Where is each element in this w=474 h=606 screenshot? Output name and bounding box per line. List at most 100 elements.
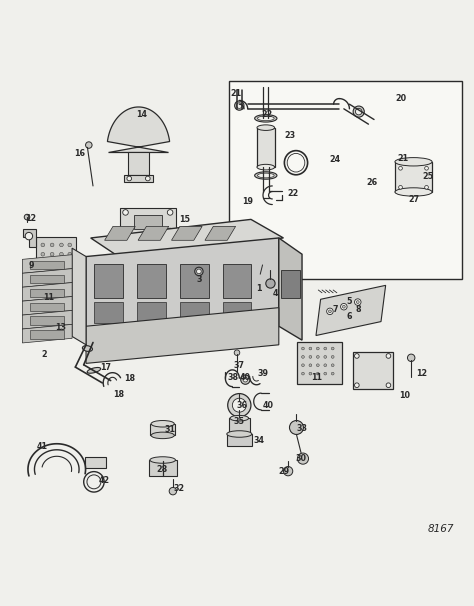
- Circle shape: [342, 305, 345, 308]
- Text: 38: 38: [228, 373, 239, 382]
- Bar: [150, 424, 175, 435]
- Bar: [180, 302, 209, 323]
- Circle shape: [386, 383, 391, 388]
- Text: 28: 28: [156, 465, 167, 474]
- Text: 5: 5: [346, 297, 352, 305]
- Circle shape: [355, 354, 359, 358]
- Polygon shape: [91, 219, 283, 256]
- Bar: [30, 330, 64, 339]
- Bar: [30, 261, 64, 269]
- Bar: [180, 264, 209, 298]
- Polygon shape: [138, 227, 169, 241]
- Polygon shape: [172, 227, 202, 241]
- Circle shape: [41, 243, 45, 247]
- Text: 1: 1: [256, 284, 262, 293]
- Circle shape: [386, 354, 391, 358]
- Ellipse shape: [151, 421, 174, 427]
- Text: 4: 4: [273, 289, 278, 298]
- Circle shape: [41, 262, 45, 265]
- Bar: [85, 457, 106, 468]
- Text: 22: 22: [287, 189, 298, 198]
- Circle shape: [328, 310, 331, 313]
- Text: 10: 10: [400, 391, 410, 401]
- Circle shape: [60, 243, 63, 247]
- Text: 23: 23: [285, 132, 296, 140]
- Text: 9: 9: [29, 261, 35, 270]
- Bar: [227, 434, 252, 445]
- Text: 19: 19: [242, 197, 253, 206]
- Bar: [128, 153, 149, 175]
- Bar: [353, 351, 392, 389]
- Bar: [30, 302, 64, 311]
- Polygon shape: [279, 238, 302, 340]
- Circle shape: [68, 243, 72, 247]
- Circle shape: [146, 176, 150, 181]
- Circle shape: [301, 372, 304, 375]
- Text: 8167: 8167: [428, 524, 455, 534]
- Text: 40: 40: [240, 373, 251, 382]
- Circle shape: [167, 228, 173, 234]
- Circle shape: [356, 108, 362, 115]
- Circle shape: [60, 262, 63, 265]
- Bar: [228, 418, 250, 433]
- Circle shape: [317, 356, 319, 358]
- Polygon shape: [105, 227, 135, 241]
- Polygon shape: [23, 228, 36, 247]
- Polygon shape: [22, 268, 72, 287]
- Polygon shape: [86, 308, 279, 364]
- Circle shape: [324, 356, 327, 358]
- Ellipse shape: [150, 457, 175, 463]
- Text: 34: 34: [254, 436, 265, 445]
- Text: 13: 13: [55, 323, 66, 332]
- Circle shape: [228, 393, 251, 417]
- Bar: [223, 302, 251, 323]
- Circle shape: [87, 475, 101, 489]
- Circle shape: [317, 347, 319, 350]
- Circle shape: [68, 252, 72, 256]
- Polygon shape: [108, 107, 170, 153]
- Circle shape: [235, 101, 244, 110]
- Text: 31: 31: [164, 425, 175, 434]
- Text: 36: 36: [236, 401, 247, 410]
- Bar: [228, 81, 462, 279]
- Polygon shape: [22, 255, 72, 273]
- Polygon shape: [22, 282, 72, 301]
- Bar: [94, 264, 123, 298]
- Polygon shape: [86, 238, 279, 345]
- Polygon shape: [316, 285, 386, 336]
- Circle shape: [195, 267, 203, 276]
- Circle shape: [297, 453, 309, 464]
- Ellipse shape: [255, 115, 277, 122]
- Bar: [30, 288, 64, 297]
- Text: 41: 41: [36, 442, 47, 451]
- Bar: [120, 208, 176, 236]
- Polygon shape: [22, 324, 72, 343]
- Circle shape: [68, 271, 72, 275]
- Circle shape: [341, 304, 347, 310]
- Circle shape: [243, 378, 248, 382]
- Text: 37: 37: [234, 361, 245, 370]
- Text: 24: 24: [329, 155, 340, 164]
- Circle shape: [234, 350, 240, 356]
- Circle shape: [60, 271, 63, 275]
- Text: 27: 27: [408, 195, 419, 204]
- Circle shape: [399, 167, 402, 170]
- Text: 8: 8: [356, 305, 362, 313]
- Bar: [149, 460, 177, 476]
- Polygon shape: [22, 310, 72, 329]
- Circle shape: [123, 228, 128, 234]
- Text: 11: 11: [43, 293, 55, 302]
- Circle shape: [241, 375, 250, 384]
- Circle shape: [60, 252, 63, 256]
- Circle shape: [355, 383, 359, 388]
- Circle shape: [41, 252, 45, 256]
- Text: 16: 16: [74, 149, 85, 158]
- Text: 12: 12: [416, 369, 428, 378]
- Circle shape: [353, 106, 365, 117]
- Circle shape: [50, 280, 54, 284]
- Text: 42: 42: [99, 476, 110, 485]
- Text: 20: 20: [395, 94, 406, 103]
- Text: 17: 17: [100, 362, 111, 371]
- Circle shape: [309, 356, 312, 358]
- Circle shape: [197, 269, 201, 274]
